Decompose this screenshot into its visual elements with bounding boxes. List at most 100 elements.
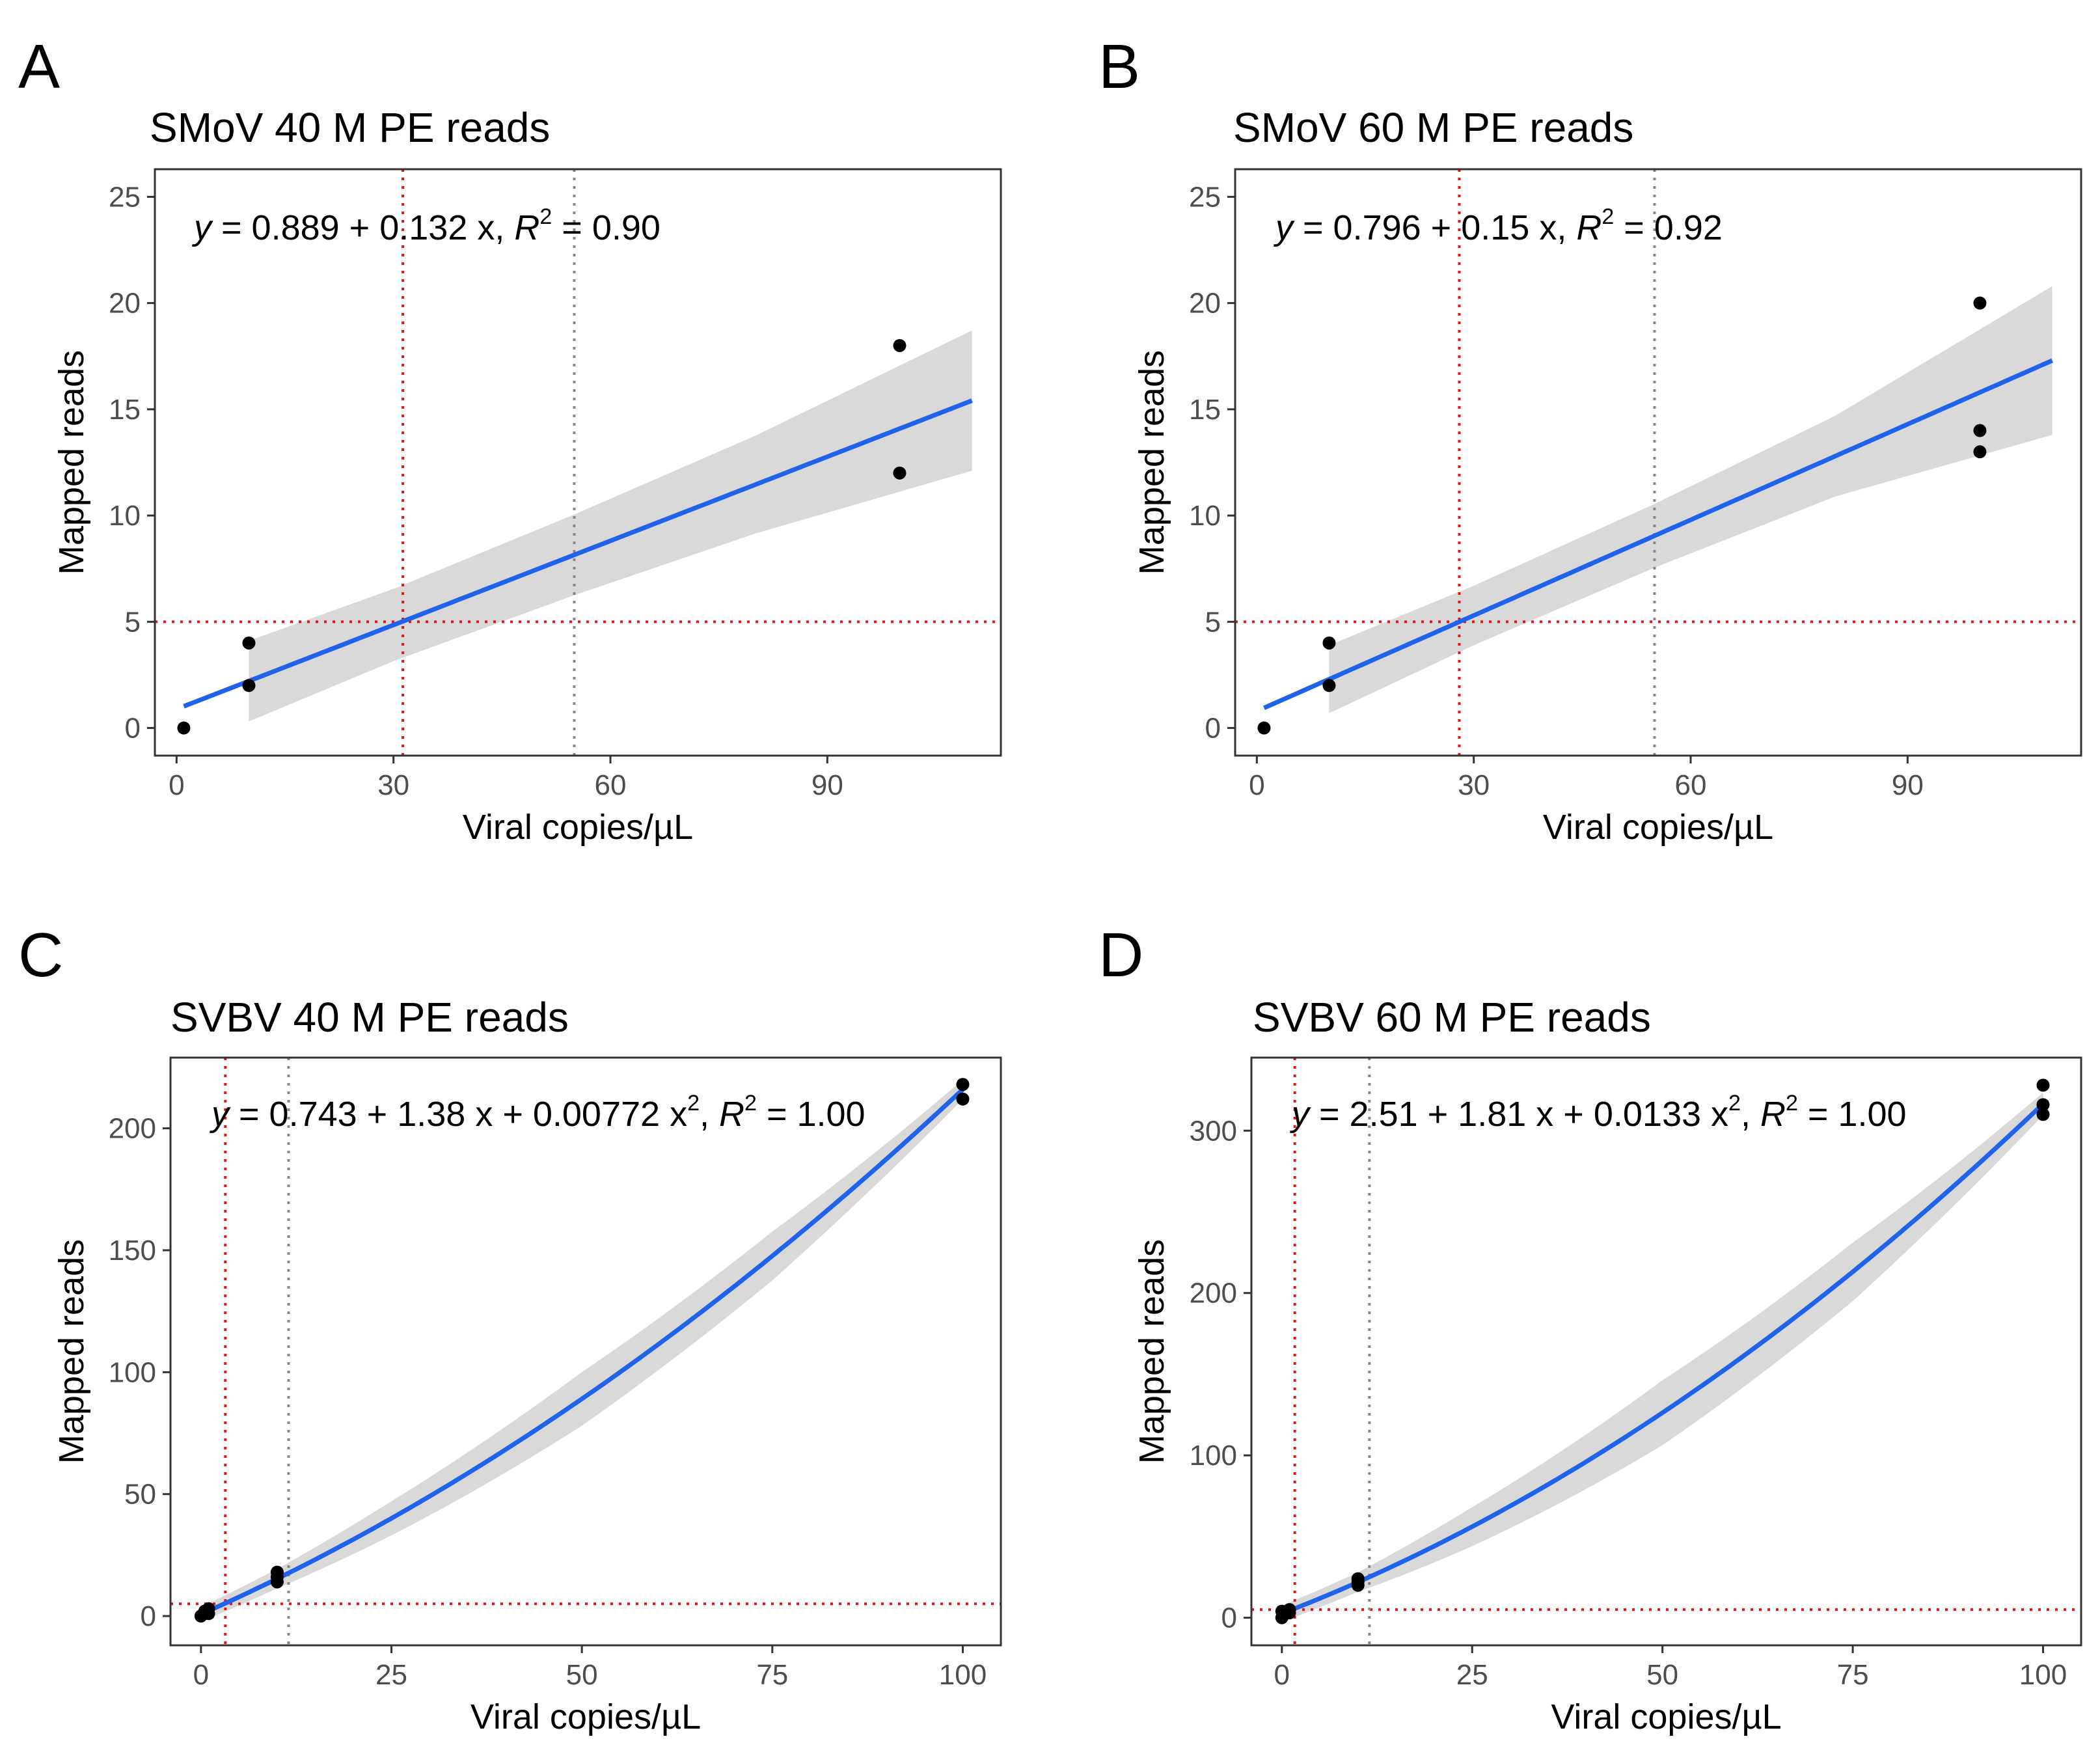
x-axis-label: Viral copies/µL (463, 808, 693, 847)
panel-d: D SVBV 60 M PE reads 0 25 50 75 100 0 100 200 300 V… (1098, 920, 2082, 1736)
y-tick-label: 25 (1189, 181, 1221, 213)
data-point (1973, 424, 1987, 437)
y-tick-label: 10 (109, 500, 141, 532)
data-point (1973, 296, 1987, 310)
data-point (242, 636, 256, 650)
y-axis-label: Mapped reads (1132, 350, 1171, 575)
y-tick-label: 200 (109, 1113, 156, 1145)
chart-title: SVBV 60 M PE reads (1253, 994, 1651, 1041)
data-point (2036, 1078, 2050, 1092)
data-point (1283, 1603, 1296, 1617)
x-tick-label: 75 (756, 1659, 788, 1691)
plot-area (170, 1058, 1001, 1645)
data-point (893, 338, 907, 352)
y-tick-label: 300 (1190, 1115, 1237, 1147)
y-tick-label: 200 (1190, 1278, 1237, 1309)
y-tick-label: 0 (1221, 1602, 1237, 1634)
y-axis-label: Mapped reads (52, 350, 91, 575)
data-point (2036, 1108, 2050, 1121)
fit-line (200, 1088, 964, 1617)
data-point (1257, 721, 1271, 735)
plot-area (155, 169, 1001, 756)
regression-equation: y = 0.889 + 0.132 x, R2 = 0.90 (191, 204, 661, 247)
plot-area (1235, 169, 2081, 756)
x-tick-label: 60 (1675, 769, 1707, 801)
panel-border (1234, 168, 2082, 757)
panel-b: B SMoV 60 M PE reads 0 30 60 90 0 5 10 15 20 25 Vira… (1098, 32, 2082, 847)
confidence-band (1281, 1092, 2043, 1622)
panel-border (1250, 1056, 2082, 1647)
x-tick-label: 90 (1892, 769, 1924, 801)
panel-letter: A (18, 32, 60, 102)
confidence-band (200, 1079, 963, 1622)
x-tick-label: 75 (1837, 1659, 1869, 1691)
y-tick-label: 20 (109, 288, 141, 320)
y-tick-label: 0 (141, 1600, 156, 1632)
x-axis-label: Viral copies/µL (1543, 808, 1773, 847)
confidence-band (249, 330, 972, 722)
data-point (177, 721, 191, 735)
data-point (2036, 1098, 2050, 1112)
y-axis-label: Mapped reads (1132, 1239, 1171, 1464)
y-tick-label: 0 (125, 713, 141, 745)
confidence-band (1329, 286, 2052, 713)
fit-line (183, 398, 973, 709)
x-axis-label: Viral copies/µL (1551, 1697, 1781, 1736)
y-tick-label: 100 (109, 1356, 156, 1388)
data-point (1322, 679, 1336, 692)
fit-line (1262, 358, 2054, 710)
data-point (956, 1078, 970, 1091)
x-tick-label: 0 (193, 1659, 209, 1691)
data-point (1351, 1572, 1365, 1585)
data-point (242, 679, 256, 692)
x-tick-label: 0 (1274, 1659, 1290, 1691)
y-tick-label: 5 (1205, 606, 1221, 638)
chart-title: SMoV 60 M PE reads (1233, 104, 1633, 151)
panel-border (169, 1056, 1002, 1647)
y-tick-label: 20 (1189, 288, 1221, 320)
x-tick-label: 100 (2019, 1659, 2067, 1691)
x-tick-label: 25 (1456, 1659, 1488, 1691)
y-tick-label: 10 (1189, 500, 1221, 532)
x-tick-label: 30 (377, 769, 409, 801)
panel-c: C SVBV 40 M PE reads 0 25 50 75 100 0 50 100 150 20… (18, 920, 1002, 1736)
panel-border (154, 168, 1002, 757)
x-tick-label: 30 (1458, 769, 1490, 801)
x-tick-label: 0 (169, 769, 184, 801)
x-tick-label: 90 (811, 769, 843, 801)
data-point (1973, 445, 1987, 459)
y-tick-label: 0 (1205, 713, 1221, 745)
chart-title: SMoV 40 M PE reads (150, 104, 550, 151)
panel-letter: B (1098, 32, 1140, 102)
y-tick-label: 15 (1189, 394, 1221, 426)
y-tick-label: 50 (124, 1479, 156, 1511)
panel-letter: C (18, 920, 63, 990)
x-tick-label: 0 (1249, 769, 1264, 801)
chart-title: SVBV 40 M PE reads (170, 994, 569, 1041)
panel-letter: D (1098, 920, 1143, 990)
x-tick-label: 60 (595, 769, 627, 801)
y-tick-label: 25 (109, 181, 141, 213)
regression-equation: y = 0.796 + 0.15 x, R2 = 0.92 (1273, 204, 1723, 247)
x-tick-label: 50 (566, 1659, 598, 1691)
data-point (956, 1092, 970, 1106)
x-tick-label: 50 (1646, 1659, 1678, 1691)
data-point (893, 466, 907, 480)
x-axis-label: Viral copies/µL (470, 1697, 701, 1736)
y-tick-label: 15 (109, 394, 141, 426)
y-tick-label: 100 (1190, 1440, 1237, 1472)
y-tick-label: 150 (109, 1235, 156, 1267)
x-tick-label: 25 (375, 1659, 407, 1691)
plot-area (1251, 1058, 2081, 1645)
y-tick-label: 5 (125, 606, 141, 638)
data-point (270, 1565, 284, 1579)
y-axis-label: Mapped reads (52, 1239, 91, 1464)
data-point (202, 1607, 215, 1621)
data-point (1322, 636, 1336, 650)
regression-equation: y = 0.743 + 1.38 x + 0.00772 x2, R2 = 1.… (209, 1091, 866, 1134)
regression-equation: y = 2.51 + 1.81 x + 0.0133 x2, R2 = 1.00 (1289, 1091, 1907, 1134)
x-tick-label: 100 (939, 1659, 987, 1691)
fit-line (1281, 1102, 2045, 1616)
panel-a: A SMoV 40 M PE reads 0 30 60 90 0 5 10 15 20 25 Vira… (18, 32, 1002, 847)
